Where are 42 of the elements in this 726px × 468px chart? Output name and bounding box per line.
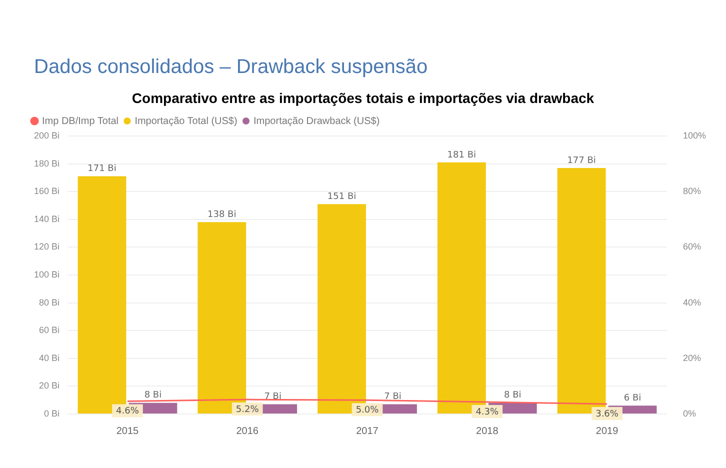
data-label: 6 Bi bbox=[624, 394, 642, 404]
data-label: 8 Bi bbox=[144, 390, 162, 401]
data-label: 3.6% bbox=[596, 409, 619, 420]
data-label: 177 Bi bbox=[567, 156, 596, 166]
data-label: 7 Bi bbox=[264, 392, 282, 402]
y2-tick-label: 60% bbox=[682, 242, 701, 252]
y-tick-label: 140 Bi bbox=[34, 214, 60, 224]
y2-tick-label: 20% bbox=[682, 352, 701, 363]
data-label: 181 Bi bbox=[447, 150, 476, 160]
data-label: 171 Bi bbox=[88, 164, 116, 174]
y-tick-label: 60 Bi bbox=[39, 325, 60, 336]
data-label: 5.2% bbox=[236, 404, 260, 415]
x-tick-label: 2015 bbox=[116, 426, 140, 437]
y2-tick-label: 40% bbox=[682, 297, 701, 308]
legend-label: Importação Drawback (US$) bbox=[254, 116, 380, 127]
chart-subtitle: Comparativo entre as importações totais e importações via drawback bbox=[130, 90, 596, 106]
x-tick-label: 2019 bbox=[596, 426, 619, 437]
y-tick-label: 120 Bi bbox=[34, 242, 60, 252]
y-tick-label: 200 Bi bbox=[34, 130, 60, 140]
data-label: 151 Bi bbox=[327, 192, 356, 202]
data-label: 7 Bi bbox=[384, 392, 402, 402]
y-tick-label: 80 Bi bbox=[39, 297, 60, 308]
data-label: 5.0% bbox=[356, 405, 380, 416]
data-label: 138 Bi bbox=[208, 210, 236, 220]
y2-tick-label: 80% bbox=[682, 186, 701, 196]
data-label: 8 Bi bbox=[504, 390, 522, 401]
legend-label: Imp DB/Imp Total bbox=[42, 116, 119, 127]
y-tick-label: 100 Bi bbox=[34, 269, 60, 280]
chart-title: Dados consolidados – Drawback suspensão bbox=[34, 56, 428, 79]
y2-tick-label: 100% bbox=[682, 130, 706, 140]
y-tick-label: 180 Bi bbox=[34, 158, 60, 168]
legend-label: Importação Total (US$) bbox=[134, 116, 238, 127]
y-tick-label: 20 Bi bbox=[39, 380, 60, 391]
y-tick-label: 160 Bi bbox=[34, 186, 60, 196]
x-tick-label: 2018 bbox=[476, 426, 499, 437]
data-label: 4.6% bbox=[116, 406, 140, 417]
x-tick-label: 2017 bbox=[356, 426, 379, 437]
y-tick-label: 40 Bi bbox=[39, 352, 60, 363]
y-tick-label: 0 Bi bbox=[44, 408, 60, 418]
data-label: 4.3% bbox=[476, 407, 500, 418]
x-tick-label: 2016 bbox=[236, 426, 259, 437]
y2-tick-label: 0% bbox=[682, 408, 696, 418]
